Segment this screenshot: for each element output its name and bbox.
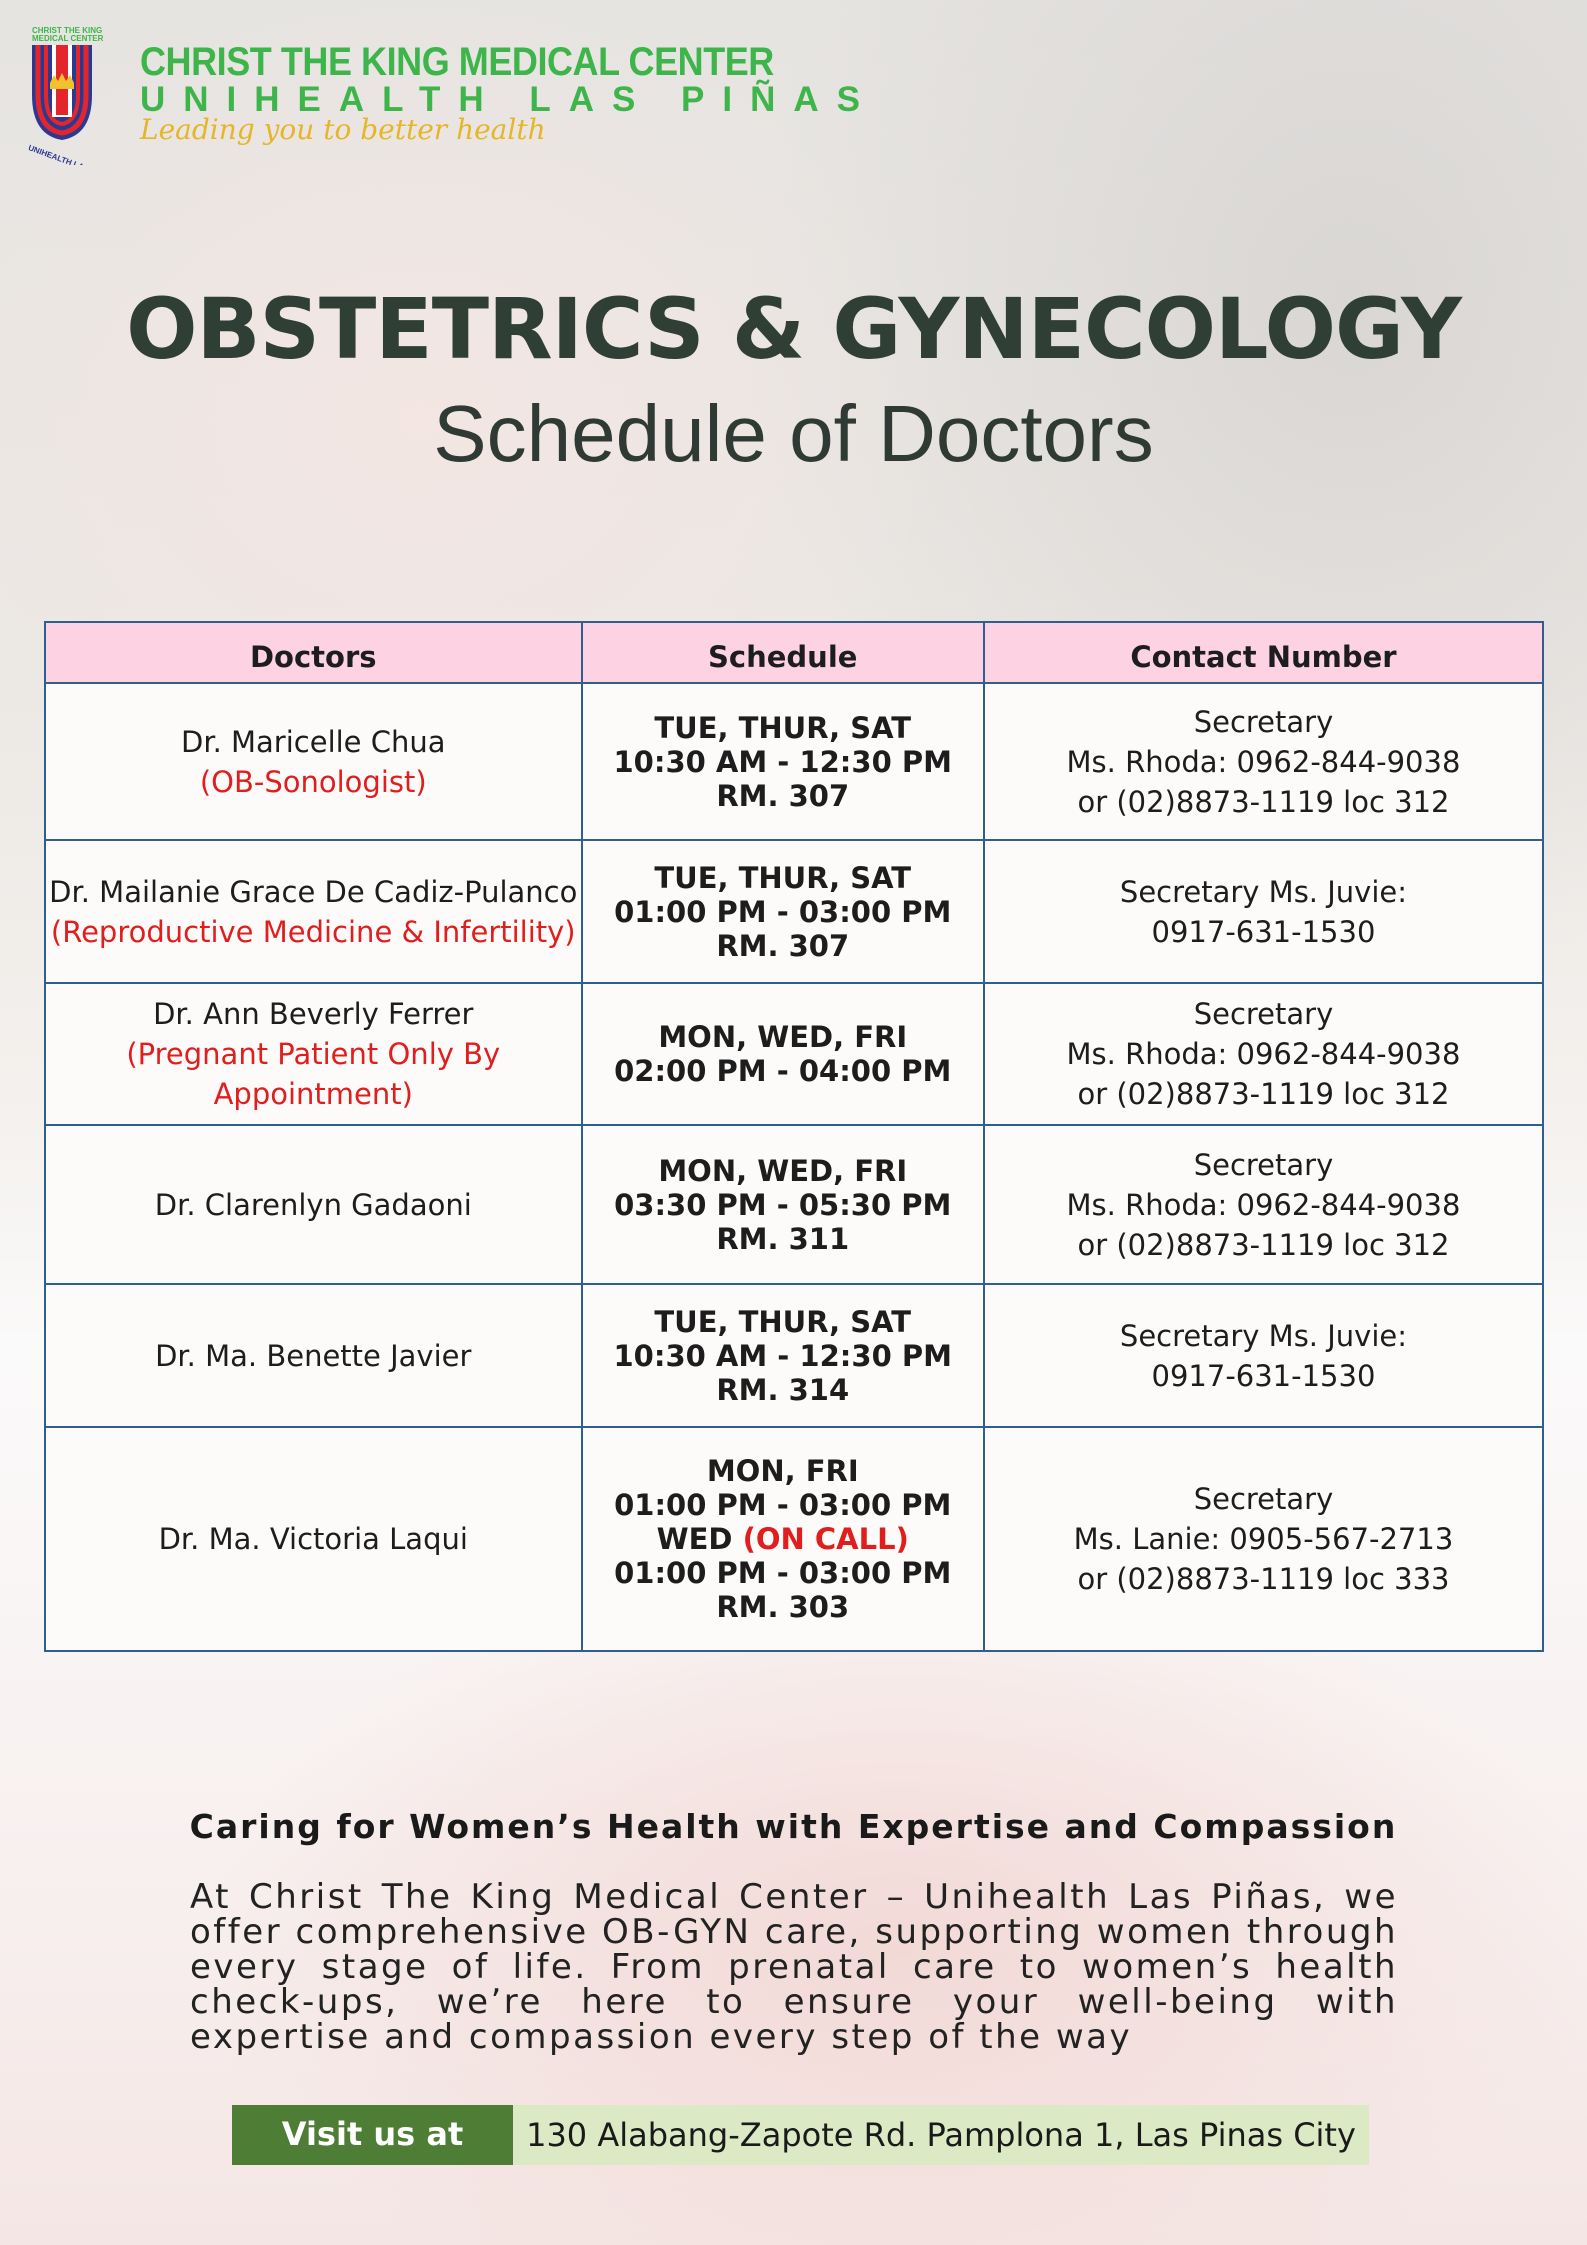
contact-line: Ms. Lanie: 0905-567-2713 [1073, 1522, 1454, 1556]
schedule-cell: MON, FRI 01:00 PM - 03:00 PM WED (ON CALL)… [580, 1426, 985, 1652]
contact-line: Ms. Rhoda: 0962-844-9038 [1066, 1187, 1461, 1222]
contact-line: Secretary Ms. Juvie: [1119, 1318, 1408, 1353]
hospital-logo: CHRIST THE KING MEDICAL CENTER UNIHEALTH… [28, 26, 116, 165]
footer-paragraph: At Christ The King Medical Center – Unih… [190, 1877, 1398, 2057]
schedule-days: TUE, THUR, SAT [654, 860, 912, 895]
schedule-days: WED [656, 1522, 733, 1556]
schedule-days: MON, FRI [706, 1454, 859, 1488]
contact-cell: Secretary Ms. Rhoda: 0962-844-9038 or (02)… [982, 682, 1545, 841]
contact-line: Ms. Rhoda: 0962-844-9038 [1066, 744, 1461, 779]
address: 130 Alabang-Zapote Rd. Pamplona 1, Las P… [513, 2105, 1369, 2165]
table-row: Dr. Ma. Victoria Laqui MON, FRI 01:00 PM … [44, 1426, 1545, 1652]
schedule-days: MON, WED, FRI [658, 1020, 908, 1054]
schedule-time: 01:00 PM - 03:00 PM [614, 1556, 952, 1590]
footer-tagline: Caring for Women’s Health with Expertise… [189, 1807, 1398, 1846]
visit-label: Visit us at [232, 2105, 513, 2165]
contact-cell: Secretary Ms. Rhoda: 0962-844-9038 or (02)… [982, 982, 1545, 1126]
schedule-cell: TUE, THUR, SAT 01:00 PM - 03:00 PM RM. 307 [580, 839, 985, 984]
doctor-cell: Dr. Ma. Victoria Laqui [44, 1426, 583, 1652]
contact-cell: Secretary Ms. Lanie: 0905-567-2713 or (02)… [982, 1426, 1545, 1652]
page-subtitle: Schedule of Doctors [433, 389, 1154, 478]
doctor-name: Dr. Ann Beverly Ferrer [153, 997, 474, 1031]
table-row: Dr. Mailanie Grace De Cadiz-Pulanco (Rep… [44, 839, 1545, 984]
doctor-cell: Dr. Ma. Benette Javier [44, 1283, 583, 1428]
doctor-specialty: (OB-Sonologist) [199, 764, 427, 799]
header-doctors: Doctors [44, 621, 583, 684]
schedule-days: TUE, THUR, SAT [654, 1304, 912, 1339]
brand-tagline: Leading you to better health [140, 113, 546, 146]
schedule-time: 10:30 AM - 12:30 PM [613, 744, 952, 779]
contact-line: Secretary [1193, 704, 1334, 739]
page-title: OBSTETRICS & GYNECOLOGY [126, 280, 1462, 378]
schedule-room: RM. 303 [716, 1590, 850, 1624]
doctor-name: Dr. Clarenlyn Gadaoni [154, 1187, 472, 1222]
schedule-cell: MON, WED, FRI 02:00 PM - 04:00 PM [580, 982, 985, 1126]
contact-line: Secretary [1193, 1147, 1334, 1182]
contact-cell: Secretary Ms. Juvie: 0917-631-1530 [982, 839, 1545, 984]
contact-line: Secretary Ms. Juvie: [1119, 874, 1408, 909]
doctor-cell: Dr. Clarenlyn Gadaoni [44, 1124, 583, 1285]
schedule-days: MON, WED, FRI [658, 1153, 908, 1188]
doctor-cell: Dr. Mailanie Grace De Cadiz-Pulanco (Rep… [44, 839, 583, 984]
header-contact: Contact Number [982, 621, 1545, 684]
table-row: Dr. Ma. Benette Javier TUE, THUR, SAT 10:… [44, 1283, 1545, 1428]
schedule-time: 02:00 PM - 04:00 PM [614, 1054, 952, 1088]
svg-text:UNIHEALTH LAS PIÑAS: UNIHEALTH LAS PIÑAS [28, 143, 116, 165]
contact-line: 0917-631-1530 [1151, 914, 1376, 949]
schedule-time: 01:00 PM - 03:00 PM [614, 1488, 952, 1522]
table-row: Dr. Maricelle Chua (OB-Sonologist) TUE, T… [44, 682, 1545, 841]
doctor-name: Dr. Maricelle Chua [180, 724, 446, 759]
table-row: Dr. Ann Beverly Ferrer (Pregnant Patient … [44, 982, 1545, 1126]
contact-cell: Secretary Ms. Rhoda: 0962-844-9038 or (02)… [982, 1124, 1545, 1285]
schedule-time: 10:30 AM - 12:30 PM [613, 1338, 952, 1373]
doctor-name: Dr. Mailanie Grace De Cadiz-Pulanco [49, 874, 578, 909]
contact-line: or (02)8873-1119 loc 312 [1077, 1227, 1450, 1262]
schedule-days: TUE, THUR, SAT [654, 710, 912, 745]
contact-line: Ms. Rhoda: 0962-844-9038 [1066, 1037, 1461, 1071]
contact-line: or (02)8873-1119 loc 333 [1077, 1562, 1450, 1596]
doctor-cell: Dr. Ann Beverly Ferrer (Pregnant Patient … [44, 982, 583, 1126]
contact-cell: Secretary Ms. Juvie: 0917-631-1530 [982, 1283, 1545, 1428]
schedule-cell: MON, WED, FRI 03:30 PM - 05:30 PM RM. 311 [580, 1124, 985, 1285]
brand-subname: UNIHEALTH LAS PIÑAS [140, 80, 879, 119]
doctor-specialty: (Pregnant Patient Only By Appointment) [126, 1037, 501, 1111]
schedule-room: RM. 307 [716, 928, 850, 963]
svg-text:CHRIST THE KING: CHRIST THE KING [32, 26, 102, 35]
schedule-cell: TUE, THUR, SAT 10:30 AM - 12:30 PM RM. 307 [580, 682, 985, 841]
brand-name: CHRIST THE KING MEDICAL CENTER [140, 40, 774, 84]
contact-line: or (02)8873-1119 loc 312 [1077, 784, 1450, 819]
schedule-room: RM. 311 [716, 1221, 850, 1256]
doctor-name: Dr. Ma. Victoria Laqui [158, 1522, 468, 1556]
doctor-cell: Dr. Maricelle Chua (OB-Sonologist) [44, 682, 583, 841]
contact-line: Secretary [1193, 1482, 1334, 1516]
contact-line: Secretary [1193, 997, 1334, 1031]
on-call-note: (ON CALL) [742, 1522, 909, 1556]
doctor-name: Dr. Ma. Benette Javier [155, 1338, 472, 1373]
header-schedule: Schedule [580, 621, 985, 684]
contact-line: or (02)8873-1119 loc 312 [1077, 1077, 1450, 1111]
table-header-row: Doctors Schedule Contact Number [44, 621, 1545, 684]
schedule-table: Doctors Schedule Contact Number Dr. Mari… [44, 621, 1545, 1652]
schedule-room: RM. 307 [716, 778, 850, 813]
table-row: Dr. Clarenlyn Gadaoni MON, WED, FRI 03:30… [44, 1124, 1545, 1285]
schedule-time: 03:30 PM - 05:30 PM [614, 1187, 952, 1222]
svg-text:MEDICAL CENTER: MEDICAL CENTER [32, 34, 104, 43]
schedule-room: RM. 314 [716, 1372, 850, 1407]
schedule-cell: TUE, THUR, SAT 10:30 AM - 12:30 PM RM. 314 [580, 1283, 985, 1428]
doctor-specialty: (Reproductive Medicine & Infertility) [50, 914, 576, 949]
schedule-time: 01:00 PM - 03:00 PM [614, 894, 952, 929]
contact-line: 0917-631-1530 [1151, 1358, 1376, 1393]
